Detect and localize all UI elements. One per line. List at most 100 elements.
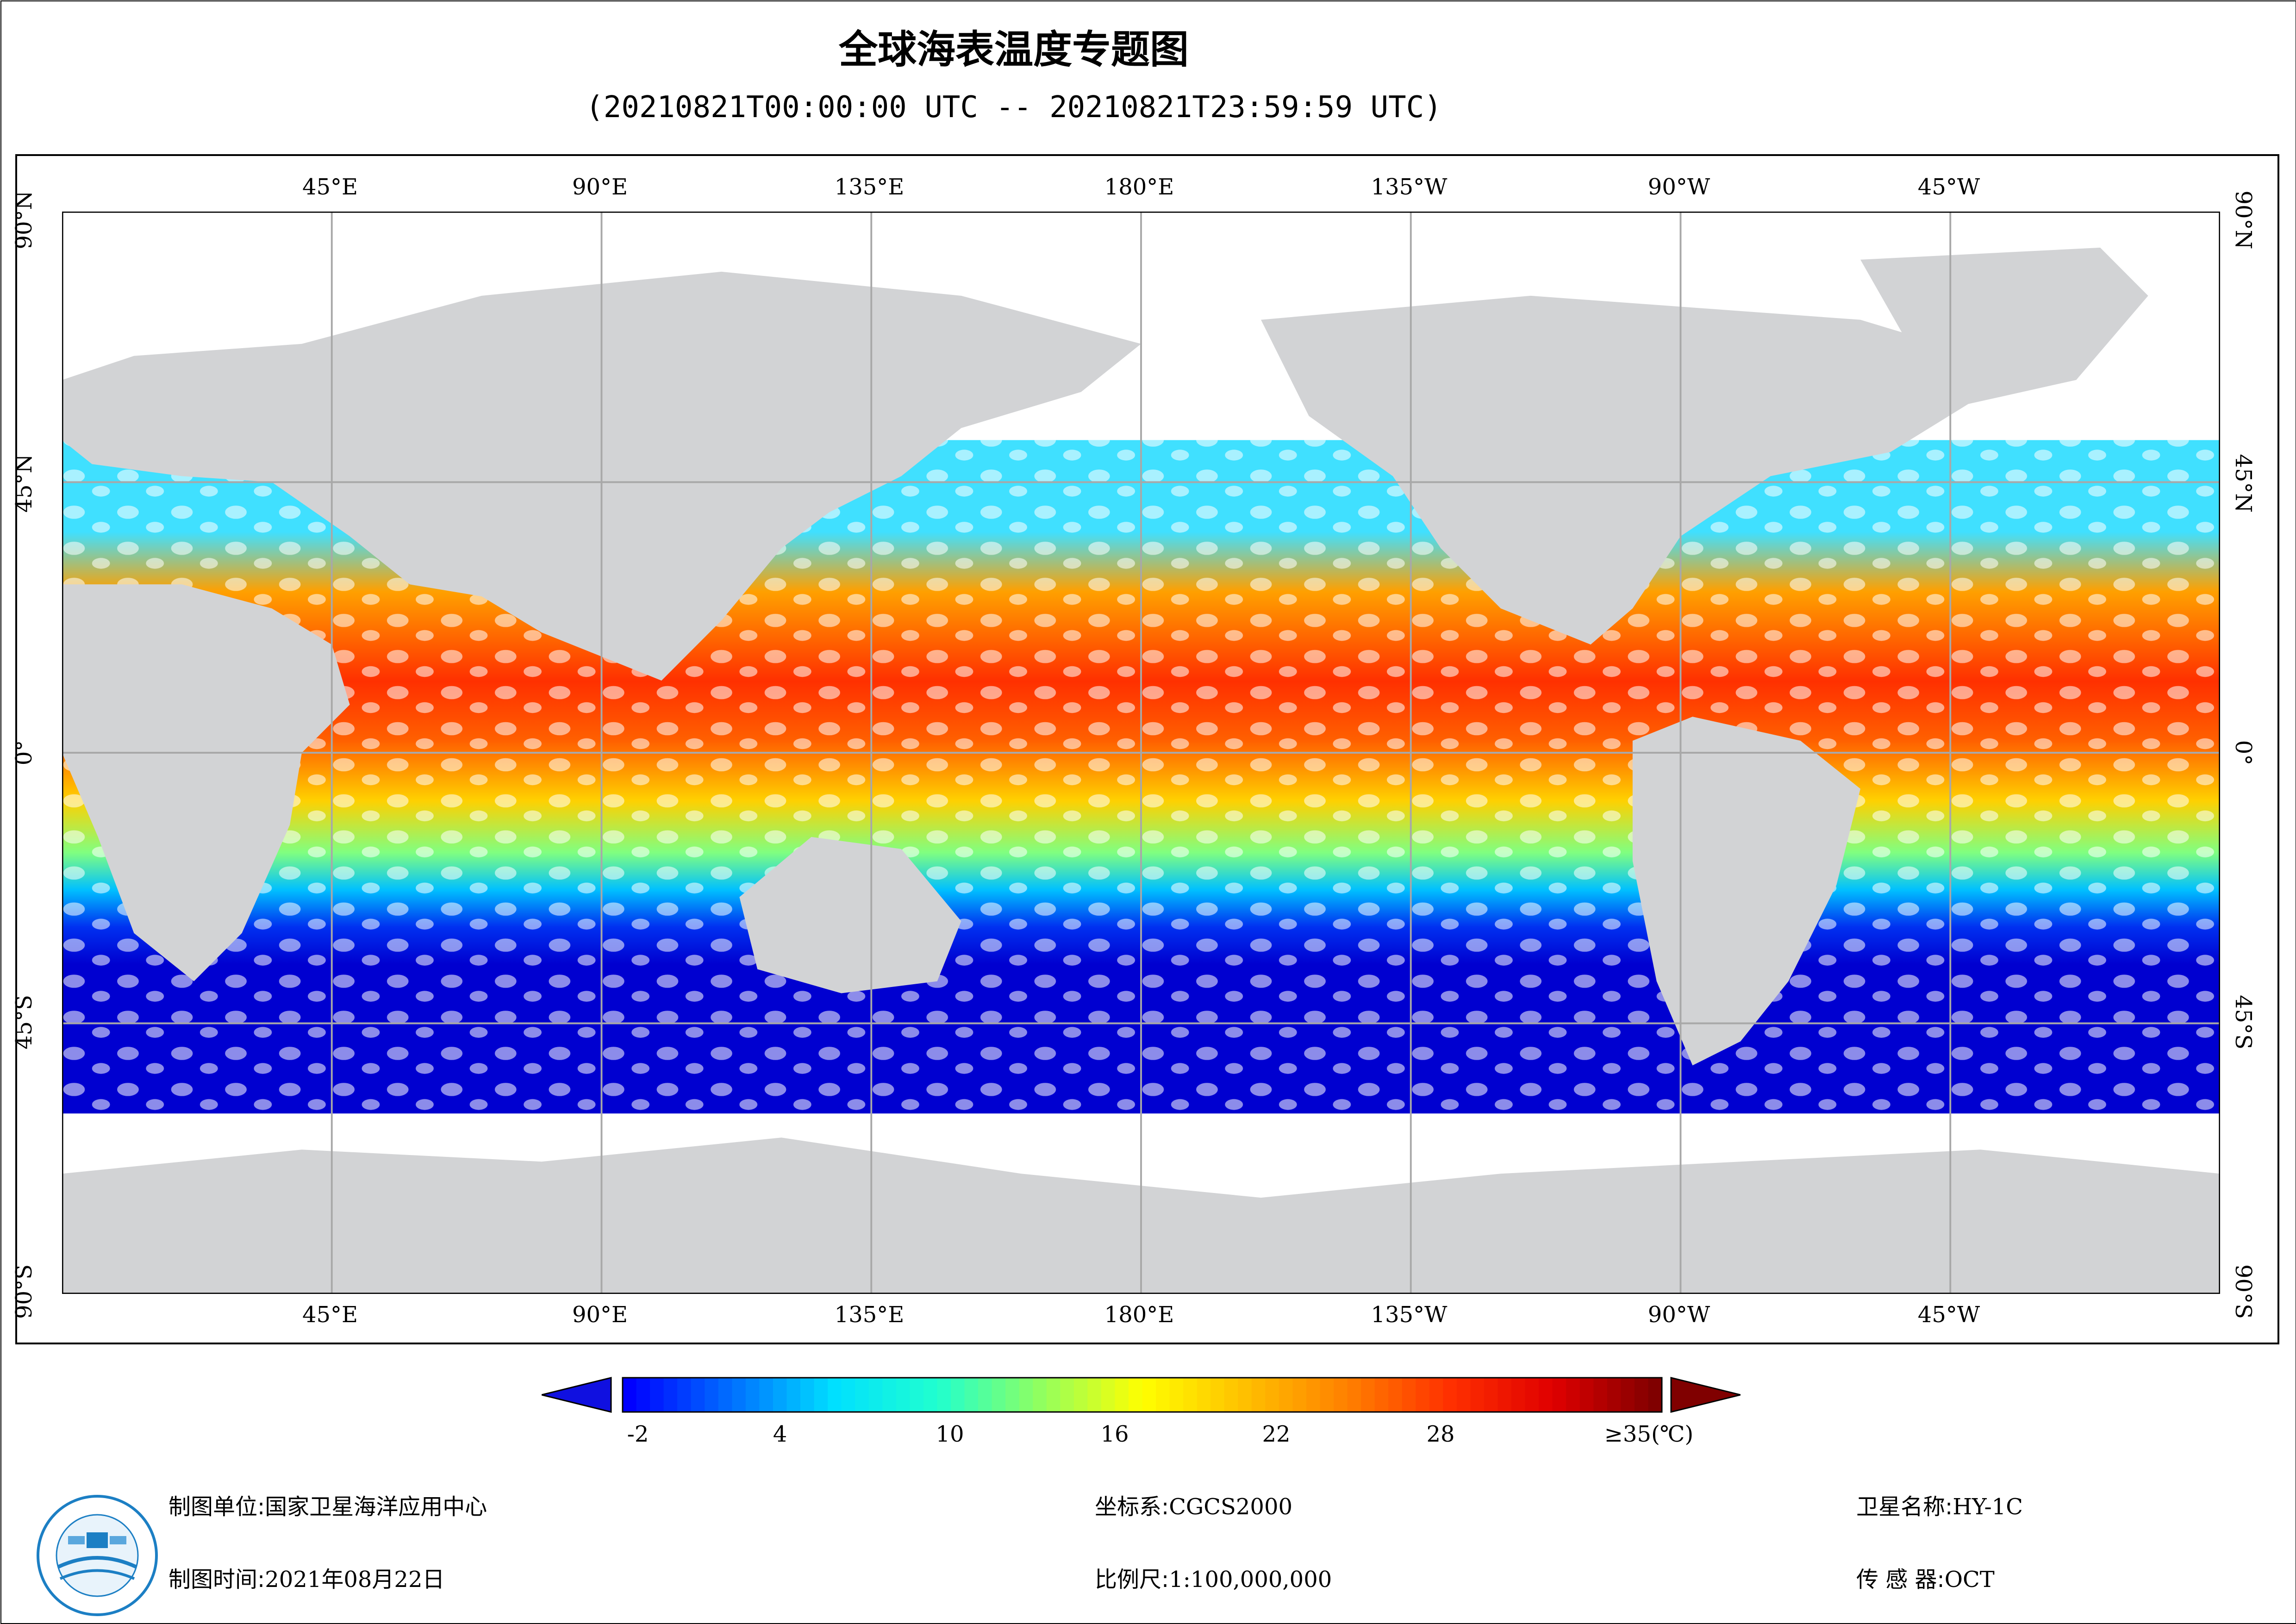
colorbar-step xyxy=(1292,1378,1307,1412)
colorbar-step xyxy=(773,1378,787,1412)
mapping-unit: 制图单位:国家卫星海洋应用中心 xyxy=(168,1488,487,1521)
colorbar-step xyxy=(1470,1378,1485,1412)
lon-tick-bottom: 45°W xyxy=(1917,1302,1980,1328)
colorbar-step xyxy=(650,1378,664,1412)
coordinate-system: 坐标系:CGCS2000 xyxy=(1095,1488,1292,1521)
colorbar-step xyxy=(1429,1378,1443,1412)
colorbar-step xyxy=(828,1378,842,1412)
colorbar-step xyxy=(1593,1378,1608,1412)
lon-tick-top: 135°W xyxy=(1371,174,1447,200)
colorbar-step xyxy=(1334,1378,1348,1412)
colorbar-step xyxy=(745,1378,760,1412)
colorbar-step xyxy=(1634,1378,1649,1412)
colorbar-min-arrow xyxy=(542,1377,612,1413)
lon-tick-bottom: 135°W xyxy=(1371,1302,1447,1328)
satellite-name: 卫星名称:HY-1C xyxy=(1856,1488,2023,1521)
lon-tick-top: 180°E xyxy=(1104,174,1174,200)
satellite-label: 卫星名称: xyxy=(1856,1494,1953,1520)
colorbar-step xyxy=(1087,1378,1102,1412)
scale-label: 比例尺: xyxy=(1095,1567,1169,1593)
colorbar-step xyxy=(1128,1378,1143,1412)
lat-tick-left: 90°N xyxy=(11,190,37,250)
lat-tick-left: 90°S xyxy=(11,1264,37,1319)
colorbar-step xyxy=(1648,1378,1662,1412)
lon-tick-top: 45°E xyxy=(302,174,358,200)
lat-tick-right: 45°N xyxy=(2230,454,2256,513)
colorbar-step xyxy=(1579,1378,1594,1412)
colorbar-step xyxy=(1019,1378,1033,1412)
colorbar-step xyxy=(705,1378,719,1412)
colorbar-step xyxy=(1224,1378,1238,1412)
colorbar-step xyxy=(978,1378,992,1412)
lon-tick-bottom: 45°E xyxy=(302,1302,358,1328)
lat-tick-left: 0° xyxy=(11,740,37,766)
colorbar-step xyxy=(882,1378,897,1412)
temperature-colorbar xyxy=(542,1377,1741,1413)
colorbar-step xyxy=(950,1378,965,1412)
mapping-time-label: 制图时间: xyxy=(168,1567,265,1593)
colorbar-step xyxy=(1552,1378,1566,1412)
mapping-time: 制图时间:2021年08月22日 xyxy=(168,1561,445,1593)
colorbar-step xyxy=(1306,1378,1321,1412)
colorbar-step xyxy=(1361,1378,1375,1412)
colorbar-step xyxy=(1033,1378,1047,1412)
colorbar-step xyxy=(1388,1378,1403,1412)
colorbar-step xyxy=(1238,1378,1252,1412)
colorbar-label: 10 xyxy=(936,1421,964,1447)
colorbar-label: ≥35(℃) xyxy=(1604,1421,1694,1447)
colorbar-step xyxy=(1005,1378,1020,1412)
colorbar-step xyxy=(1525,1378,1539,1412)
colorbar-step xyxy=(1101,1378,1116,1412)
sea-surface-temperature-map xyxy=(62,212,2220,1294)
colorbar-step xyxy=(841,1378,855,1412)
colorbar-step xyxy=(1347,1378,1361,1412)
map-scale: 比例尺:1:100,000,000 xyxy=(1095,1561,1332,1593)
colorbar-label: 22 xyxy=(1262,1421,1291,1447)
colorbar-step xyxy=(1497,1378,1512,1412)
colorbar-step xyxy=(677,1378,692,1412)
colorbar-step xyxy=(786,1378,801,1412)
colorbar-label: 28 xyxy=(1426,1421,1455,1447)
colorbar-step xyxy=(1169,1378,1184,1412)
colorbar-step xyxy=(1279,1378,1293,1412)
colorbar-step xyxy=(759,1378,774,1412)
mapping-unit-value: 国家卫星海洋应用中心 xyxy=(265,1494,487,1520)
sensor-value: OCT xyxy=(1944,1567,1995,1593)
colorbar-step xyxy=(1142,1378,1156,1412)
lat-tick-left: 45°N xyxy=(11,454,37,513)
colorbar-step xyxy=(1210,1378,1225,1412)
lon-tick-bottom: 90°W xyxy=(1647,1302,1710,1328)
colorbar-step xyxy=(1511,1378,1526,1412)
colorbar-max-arrow xyxy=(1670,1377,1741,1413)
colorbar-step xyxy=(992,1378,1006,1412)
colorbar-step xyxy=(1156,1378,1170,1412)
colorbar-step xyxy=(663,1378,678,1412)
graticule xyxy=(62,212,2220,1294)
sensor-label: 传 感 器: xyxy=(1856,1567,1945,1593)
lat-tick-right: 0° xyxy=(2230,740,2256,766)
lon-tick-top: 90°E xyxy=(572,174,628,200)
colorbar-step xyxy=(691,1378,705,1412)
colorbar-step xyxy=(1046,1378,1061,1412)
colorbar-step xyxy=(937,1378,951,1412)
lat-tick-left: 45°S xyxy=(11,995,37,1049)
colorbar-step xyxy=(1484,1378,1498,1412)
colorbar-steps xyxy=(623,1378,1662,1412)
colorbar-step xyxy=(1265,1378,1279,1412)
land-africa xyxy=(62,584,350,981)
colorbar-step xyxy=(855,1378,869,1412)
colorbar-step xyxy=(1073,1378,1088,1412)
colorbar-step xyxy=(1115,1378,1129,1412)
lat-tick-right: 45°S xyxy=(2230,995,2256,1049)
colorbar-step xyxy=(800,1378,815,1412)
lon-tick-bottom: 135°E xyxy=(834,1302,905,1328)
land-greenland xyxy=(1860,247,2148,404)
colorbar-label: -2 xyxy=(627,1421,649,1447)
colorbar-frame xyxy=(622,1377,1663,1413)
lon-tick-top: 45°W xyxy=(1917,174,1980,200)
colorbar-step xyxy=(732,1378,746,1412)
colorbar-step xyxy=(1607,1378,1621,1412)
colorbar-step xyxy=(1443,1378,1457,1412)
colorbar-step xyxy=(868,1378,883,1412)
colorbar-step xyxy=(964,1378,979,1412)
